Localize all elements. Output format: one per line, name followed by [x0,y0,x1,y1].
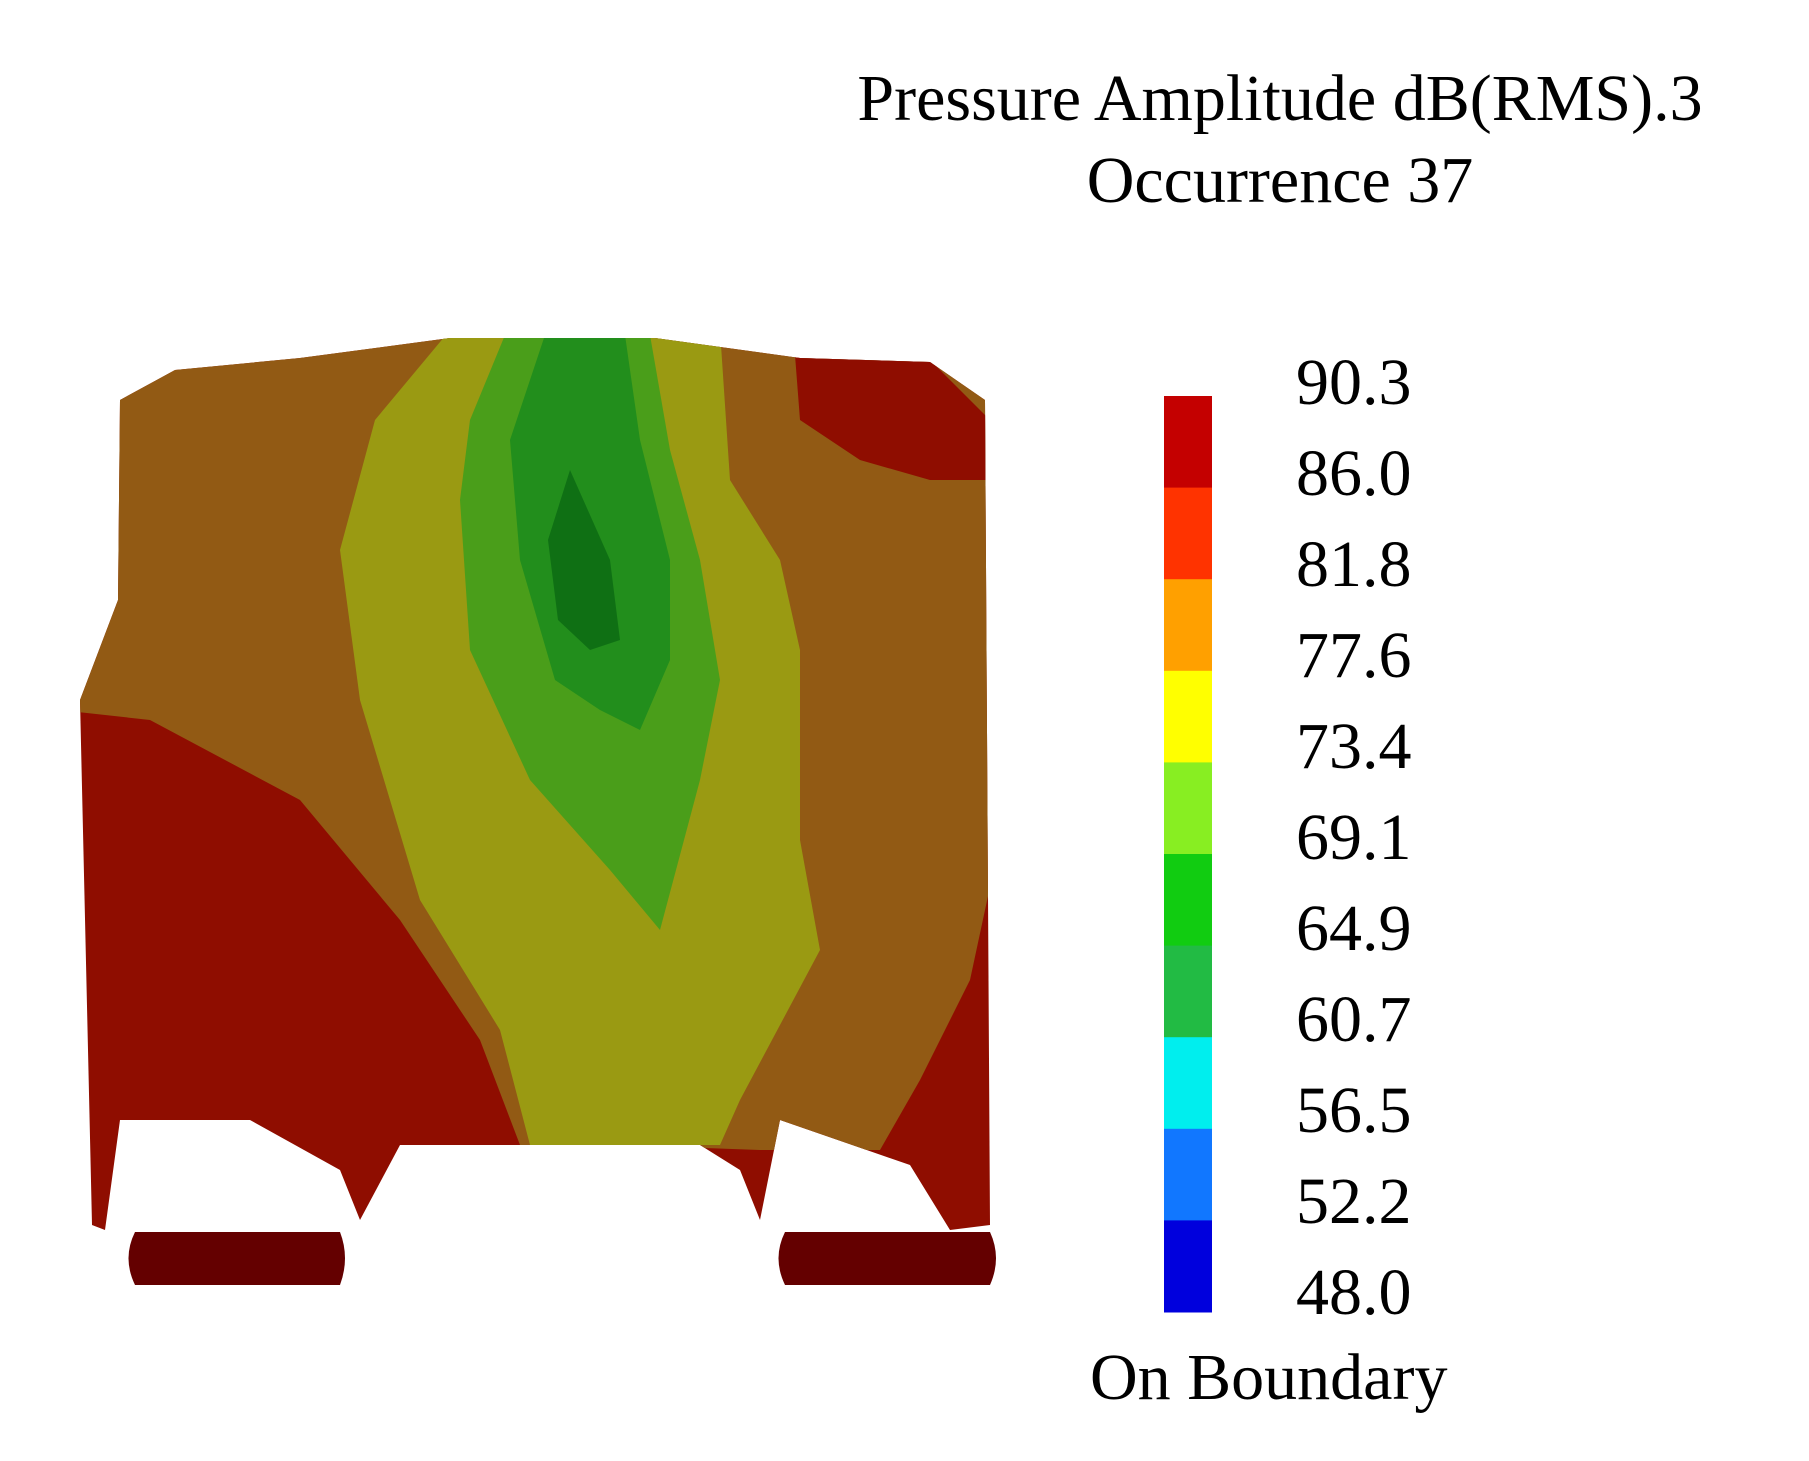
title-line-1: Pressure Amplitude dB(RMS).3 [857,62,1703,135]
colorbar-band [1164,945,1212,1038]
colorbar-tick-label: 52.2 [1296,1165,1412,1238]
colorbar-tick-label: 73.4 [1296,710,1412,783]
colorbar-tick-label: 60.7 [1296,983,1412,1056]
colorbar-tick-label: 69.1 [1296,801,1412,874]
colorbar-band [1164,1220,1212,1313]
colorbar-band [1164,579,1212,672]
colorbar-band [1164,487,1212,580]
colorbar-tick-label: 64.9 [1296,892,1412,965]
colorbar-tick-label: 56.5 [1296,1074,1412,1147]
colorbar-band [1164,670,1212,763]
colorbar-tick-label: 77.6 [1296,619,1412,692]
colorbar-tick-label: 81.8 [1296,528,1412,601]
zone-green-dark [548,470,620,650]
colorbar [1164,396,1212,1313]
colorbar-tick-label: 86.0 [1296,437,1412,510]
colorbar-tick-label: 90.3 [1296,346,1412,419]
colorbar-band [1164,854,1212,947]
colorbar-band [1164,1037,1212,1130]
colorbar-tick-label: 48.0 [1296,1256,1412,1329]
contour-field [80,338,990,1230]
foot-left [128,1232,345,1285]
zone-red-corner [795,355,990,480]
boundary-label: On Boundary [1090,1341,1448,1414]
colorbar-band [1164,1128,1212,1221]
colorbar-band [1164,396,1212,489]
colorbar-band [1164,762,1212,855]
title-line-2: Occurrence 37 [1086,144,1474,217]
plot-title: Pressure Amplitude dB(RMS).3 Occurrence … [780,58,1780,222]
foot-right [778,1232,996,1285]
